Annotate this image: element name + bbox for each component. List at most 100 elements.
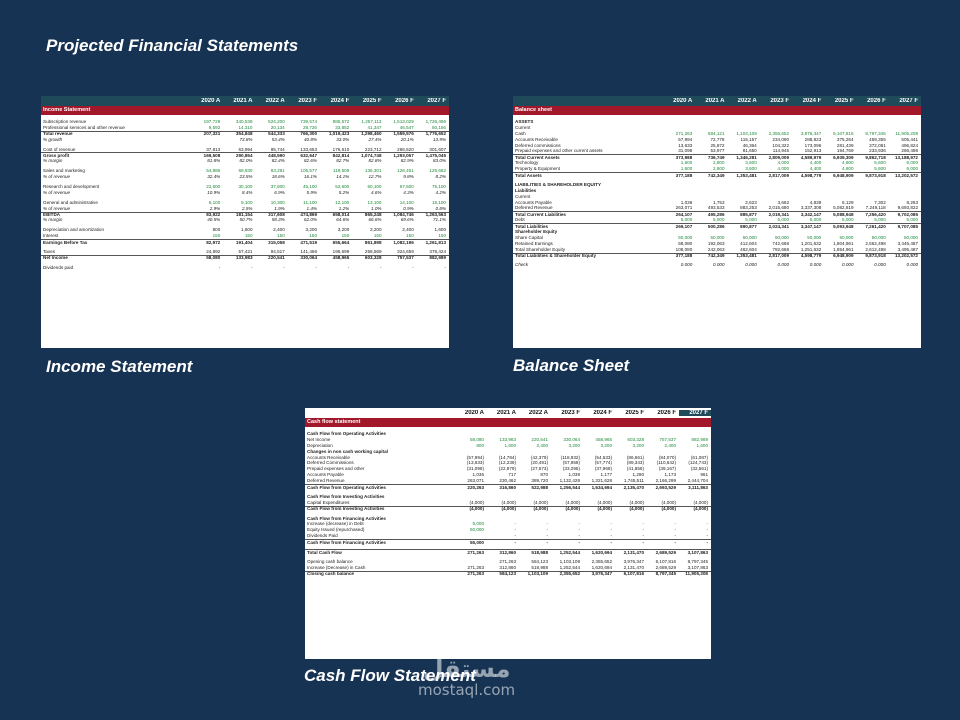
row-label: Professional services and other revenue xyxy=(43,124,125,130)
row-value: 54,886 xyxy=(206,168,221,174)
row-value: 233,936 xyxy=(869,148,886,154)
row-value: 377,188 xyxy=(675,253,693,259)
row-value: 50,000 xyxy=(678,234,693,240)
table-row: Interest 150 150 150 150 150 150 150 150 xyxy=(41,233,449,239)
row-value: 882,989 xyxy=(691,436,708,442)
row-value: 739,574 xyxy=(300,119,317,124)
row-value: 1.0% xyxy=(371,205,382,211)
row-value: - xyxy=(578,539,580,545)
row-value: 842,814 xyxy=(332,152,350,158)
row-value: 1,600 xyxy=(680,160,693,166)
row-label: Cash Flow from Financing Activities xyxy=(307,539,386,545)
row-value: 2,355,652 xyxy=(591,558,612,564)
row-value: 150 xyxy=(406,233,414,239)
row-label: Depreciation and amortization xyxy=(43,227,105,233)
table-row: Cash Flow from Operating Activities 220,2… xyxy=(305,484,711,490)
row-value: (20,491) xyxy=(530,460,548,466)
row-value: 3,347,147 xyxy=(800,223,822,229)
row-value: 5.9% xyxy=(306,189,317,195)
row-value: 150 xyxy=(438,233,446,239)
row-value: (4,000) xyxy=(469,506,484,512)
row-value: 2,817,009 xyxy=(768,172,789,178)
table-row: Cash Flow from Investing Activities (4,00… xyxy=(305,505,711,512)
row-value: 83,922 xyxy=(206,212,221,218)
row-value: 584,123 xyxy=(499,571,516,577)
row-value: 83,281 xyxy=(270,168,285,174)
row-value: (4,000) xyxy=(597,499,612,505)
row-label: Liabilities xyxy=(515,187,537,193)
row-value: 234,090 xyxy=(772,136,789,142)
row-value: 2,400 xyxy=(273,227,285,233)
table-row: Cash Flow from Financing Activities xyxy=(305,516,711,522)
row-value: 6,129 xyxy=(842,199,854,205)
row-value: (4,000) xyxy=(693,506,708,512)
row-value: - xyxy=(578,533,580,539)
table-row: % of revenue 32.4% 23.5% 18.6% 16.1% 14.1% 12.… xyxy=(41,174,449,180)
row-label: Total revenue xyxy=(43,131,73,137)
row-value: 742,668 xyxy=(772,240,789,246)
row-value: 0.000 xyxy=(777,262,790,268)
row-value: 3,600 xyxy=(745,166,757,172)
row-value: 3,200 xyxy=(568,442,581,448)
table-row: Prepaid expenses and other (31,098) (22,87… xyxy=(305,466,711,472)
row-value: 0.000 xyxy=(713,262,725,268)
row-value: 2.5% xyxy=(242,205,253,211)
row-value: 95,744 xyxy=(270,146,285,152)
row-value: 354,848 xyxy=(235,131,253,137)
row-value: - xyxy=(642,533,644,539)
watermark-logo: مستقل mostaql.com xyxy=(418,656,515,698)
table-row: EBITDA 83,922 181,154 317,608 474,869 658,014… xyxy=(41,211,449,218)
row-value: 3,342,147 xyxy=(800,211,822,217)
year-header-cell: 2026 F xyxy=(395,98,414,104)
row-label: Current xyxy=(515,124,531,130)
row-value: 50,000 xyxy=(903,234,918,240)
row-value: 1,600 xyxy=(504,442,517,448)
row-value: 63,994 xyxy=(238,146,253,152)
row-label: Research and development xyxy=(43,184,100,190)
row-value: 658,014 xyxy=(332,212,350,218)
row-value: 28,726 xyxy=(302,124,317,130)
row-value: 757,537 xyxy=(397,255,414,261)
table-row: % of revenue 2.9% 2.5% 1.9% 1.4% 1.2% 1.0% 0.9%… xyxy=(41,206,449,212)
table-row: Depreciation and amortization 800 1,600 2,4… xyxy=(41,227,449,233)
row-value: 1,173 xyxy=(664,472,677,478)
row-value: 5,000 xyxy=(777,217,790,223)
row-value: 766,300 xyxy=(300,131,317,137)
row-value: (33,295) xyxy=(562,466,580,472)
table-row: Cash 271,263 584,121 1,103,109 2,355,652 3,97… xyxy=(513,131,921,137)
row-value: 58,080 xyxy=(469,436,484,442)
row-value: 15,100 xyxy=(431,199,446,205)
row-value: 317,608 xyxy=(268,212,285,218)
row-value: 83.0% xyxy=(432,158,446,164)
table-row: Dividends paid - - - - - - - - xyxy=(41,265,449,271)
row-value: 2,444,704 xyxy=(687,478,708,484)
year-header-cell: 2020 A xyxy=(673,98,693,104)
row-value: 69.6% xyxy=(400,217,414,223)
row-value: 94,517 xyxy=(270,249,285,255)
watermark-latin: mostaql.com xyxy=(418,681,516,699)
year-header-cell: 2024 F xyxy=(593,410,612,416)
row-value: 1,251,632 xyxy=(800,246,822,252)
row-value: 3,111,863 xyxy=(688,484,708,490)
row-value: 12.7% xyxy=(368,174,382,180)
row-label: % margin xyxy=(43,158,63,164)
row-value: 258,569 xyxy=(364,249,382,255)
row-value: 655,664 xyxy=(332,239,350,245)
row-label: Dividends Paid xyxy=(307,533,338,539)
row-value: 271,263 xyxy=(467,564,484,570)
row-label: Changes in non cash working capital xyxy=(307,448,388,454)
table-row: Current xyxy=(513,125,921,131)
row-value: (86,661) xyxy=(626,454,644,460)
row-value: (4,000) xyxy=(533,499,548,505)
year-header-cell: 2020 A xyxy=(464,410,484,416)
row-value: 2,400 xyxy=(664,442,677,448)
row-label: Cash Flow from Operating Activities xyxy=(307,484,386,490)
row-label: Retained Earnings xyxy=(515,240,553,246)
table-row: Deferred Commissions (13,633) (12,239) (20,… xyxy=(305,460,711,466)
table-row: Gross profit 169,508 290,854 448,590 632,647… xyxy=(41,152,449,158)
row-value: - xyxy=(546,533,548,539)
row-value: 197,729 xyxy=(203,119,221,124)
row-value: 5,000 xyxy=(842,217,854,223)
year-header-cell: 2022 A xyxy=(737,98,757,104)
row-label: Accounts Payable xyxy=(515,199,552,205)
